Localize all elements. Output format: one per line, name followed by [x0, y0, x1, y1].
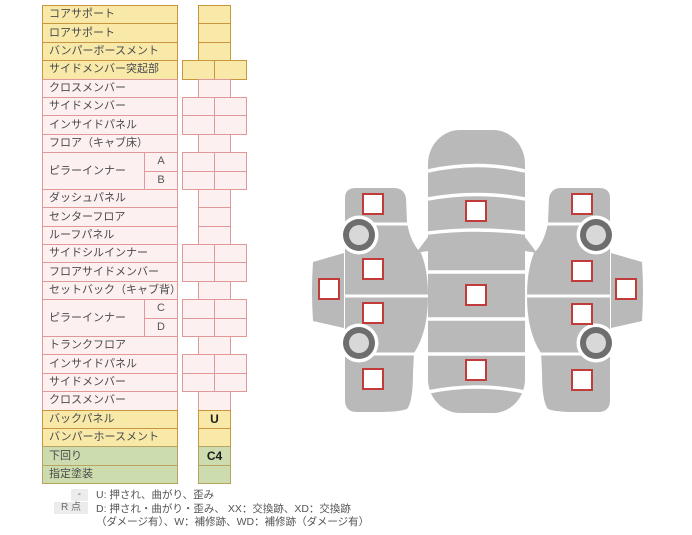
table-row: サイドメンバー [42, 96, 247, 117]
table-row: インサイドパネル [42, 115, 247, 135]
damage-marker-right-rear-fender[interactable] [571, 369, 593, 391]
damage-marker-left-rear-door[interactable] [362, 302, 384, 324]
legend-badge: - [70, 488, 88, 501]
value-row [182, 262, 247, 282]
table-row: フロア（キャブ床） [42, 133, 247, 154]
value-row [182, 317, 247, 338]
value-row [182, 96, 247, 117]
left-mirror-shape [416, 237, 428, 253]
table-row: フロアサイドメンバー [42, 262, 247, 282]
value-cell[interactable] [198, 464, 231, 485]
legend-row: （ダメージ有）、W：補修跡、WD：補修跡（ダメージ有） [42, 515, 369, 529]
row-label: ピラーインナー [42, 299, 145, 338]
row-label: ピラーインナー [42, 152, 145, 190]
damage-marker-right-sill[interactable] [615, 278, 637, 300]
damage-marker-right-front-fender[interactable] [571, 193, 593, 215]
top-view-silhouette [416, 130, 537, 413]
damage-marker-left-rear-fender[interactable] [362, 368, 384, 390]
damage-marker-left-sill[interactable] [318, 278, 340, 300]
top-section-lines [427, 163, 526, 394]
value-column [178, 299, 247, 338]
table-row: インサイドパネル [42, 354, 247, 374]
damage-marker-left-front-fender[interactable] [362, 193, 384, 215]
damage-marker-top-roof[interactable] [465, 284, 487, 306]
value-cell[interactable]: C4 [198, 446, 231, 466]
legend-badge-slot: - [42, 488, 88, 501]
row-label: 指定塗装 [42, 464, 178, 485]
table-row-group: ピラーインナー C D [42, 299, 247, 338]
table-row: バンパーボースメント [42, 41, 247, 62]
value-row [182, 60, 247, 80]
value-row [198, 464, 231, 485]
legend-text: D: 押され・曲がり・歪み、 XX：交換跡、XD：交換跡 [96, 502, 351, 515]
damage-marker-top-trunk[interactable] [465, 359, 487, 381]
value-row: C4 [198, 446, 231, 466]
legend: - U: 押され、曲がり、歪み R 点 D: 押され・曲がり・歪み、 XX：交換跡、X… [42, 488, 369, 529]
value-column [178, 152, 247, 190]
damage-marker-right-front-door[interactable] [571, 260, 593, 282]
table-row: 指定塗装 [42, 464, 247, 485]
right-mirror-shape [525, 237, 537, 253]
value-row [182, 115, 247, 135]
table-row: ダッシュパネル [42, 188, 247, 209]
damage-marker-right-rear-door[interactable] [571, 303, 593, 325]
value-row [182, 170, 247, 190]
value-row [182, 372, 247, 393]
damage-marker-left-front-door[interactable] [362, 258, 384, 280]
parts-table: コアサポート ロアサポート バンパーボースメント サイドメンバー突起部 クロスメンバーサ… [42, 5, 247, 485]
legend-row: - U: 押され、曲がり、歪み [42, 488, 369, 502]
legend-row: R 点 D: 押され・曲がり・歪み、 XX：交換跡、XD：交換跡 [42, 502, 369, 516]
table-row: クロスメンバー [42, 78, 247, 98]
legend-badge-slot: R 点 [42, 502, 88, 515]
legend-badge: R 点 [54, 502, 88, 515]
table-row-group: ピラーインナー A B [42, 152, 247, 190]
value-row [182, 152, 247, 172]
legend-text: （ダメージ有）、W：補修跡、WD：補修跡（ダメージ有） [96, 516, 370, 529]
legend-text: U: 押され、曲がり、歪み [96, 489, 215, 502]
damage-marker-top-hood[interactable] [465, 200, 487, 222]
